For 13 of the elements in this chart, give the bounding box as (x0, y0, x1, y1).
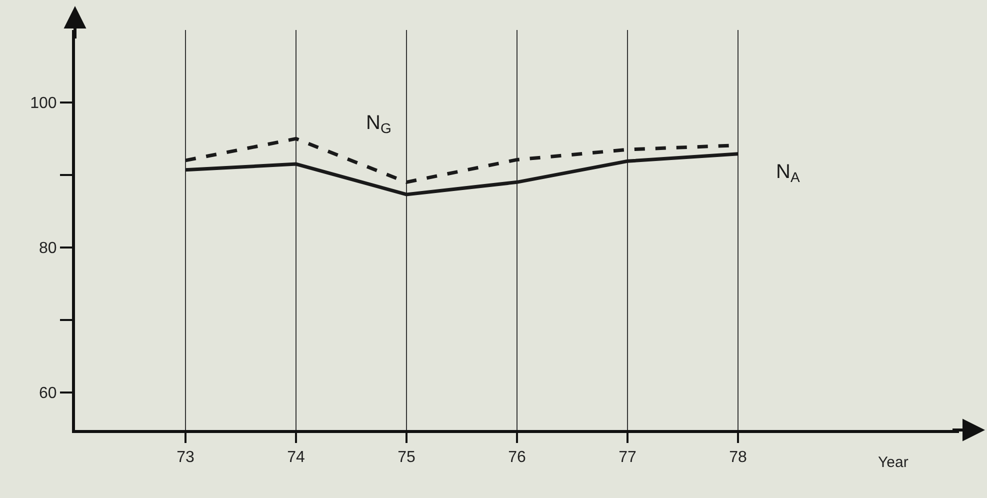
y-tick-label: 60 (39, 384, 57, 402)
x-tick-label: 74 (287, 449, 305, 466)
y-tick-label: 80 (39, 240, 57, 257)
y-tick-label: 100 (30, 95, 57, 112)
x-tick-label: 73 (176, 449, 194, 466)
series-label: N$_{A}$ (776, 161, 800, 186)
x-tick-label: 77 (618, 449, 636, 466)
x-tick-label: 75 (398, 449, 416, 466)
x-tick-label: 78 (729, 449, 747, 466)
line-series (184, 152, 740, 196)
x-axis-title: Year (878, 454, 908, 471)
x-tick-label: 76 (508, 449, 526, 466)
series-label: N$_{G}$ (366, 112, 392, 136)
